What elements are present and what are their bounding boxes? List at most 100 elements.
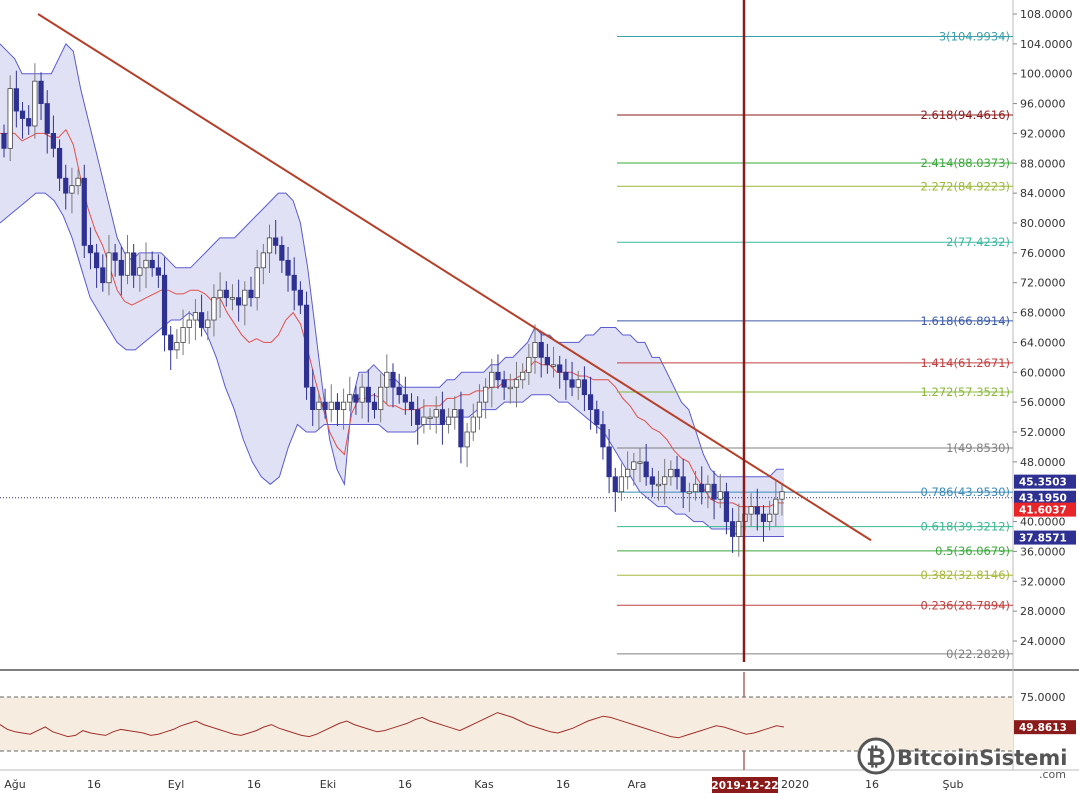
rsi-y-tick-label: 75.0000 (1020, 691, 1066, 704)
candle (581, 379, 588, 396)
candle (211, 297, 217, 321)
candle (421, 416, 427, 425)
y-tick-label: 92.0000 (1020, 127, 1066, 140)
candle (161, 274, 168, 336)
fib-label-0.5: 0.5(36.0679) (935, 544, 1010, 558)
candle (378, 386, 384, 411)
candle (526, 356, 532, 373)
candle (174, 342, 180, 351)
candle (242, 289, 248, 306)
candle (347, 394, 353, 403)
candle (328, 401, 334, 411)
candle (476, 401, 483, 418)
y-tick-label: 60.0000 (1020, 366, 1066, 379)
candle (63, 177, 69, 194)
y-tick-label: 64.0000 (1020, 336, 1066, 349)
candle (303, 304, 310, 388)
candle (353, 394, 359, 403)
candle (557, 364, 563, 373)
candle (643, 461, 649, 478)
candle (674, 468, 680, 478)
x-tick-label: Eki (320, 778, 336, 791)
candle (273, 237, 279, 246)
y-tick-label: 88.0000 (1020, 157, 1066, 170)
candle (155, 267, 161, 276)
candle (124, 252, 131, 276)
y-tick-label: 76.0000 (1020, 247, 1066, 260)
y-tick-label: 104.0000 (1020, 38, 1073, 51)
candle (100, 267, 106, 284)
y-tick-label: 108.0000 (1020, 8, 1073, 21)
candle (19, 110, 26, 119)
candle (439, 409, 446, 425)
candle (44, 103, 50, 134)
rsi-line (0, 712, 785, 739)
candle (408, 401, 415, 411)
bollinger-middle-line (0, 128, 784, 508)
candle (316, 401, 322, 411)
candle (297, 289, 303, 306)
candle (32, 80, 38, 127)
candle (340, 401, 347, 411)
candle (699, 483, 705, 493)
x-tick-label: Ara (628, 778, 647, 791)
y-tick-label: 84.0000 (1020, 187, 1066, 200)
fib-label-3: 3(104.9934) (939, 29, 1010, 43)
price-badge-label: 41.6037 (1019, 505, 1067, 517)
candle (600, 424, 606, 448)
candle (205, 319, 211, 328)
candle (87, 244, 94, 254)
candle (7, 88, 13, 149)
candle (1, 133, 7, 149)
candle (538, 342, 544, 358)
candle (779, 491, 785, 500)
candle (532, 342, 538, 358)
y-tick-label: 68.0000 (1020, 307, 1066, 320)
bollinger-band-fill (0, 43, 784, 537)
candle (371, 401, 378, 411)
y-tick-label: 48.0000 (1020, 456, 1066, 469)
date-badge (712, 777, 778, 793)
fib-label-1: 1(49.8530) (946, 441, 1010, 455)
x-tick-label: Şub (943, 778, 964, 791)
candle (631, 461, 637, 470)
candle (637, 461, 643, 464)
candle (192, 312, 199, 321)
candle (773, 498, 779, 515)
candle (433, 409, 439, 418)
y-tick-label: 96.0000 (1020, 98, 1066, 111)
price-badge (1014, 530, 1076, 545)
candle (513, 379, 520, 388)
y-tick-label: 24.0000 (1020, 635, 1066, 648)
x-tick-label: Kas (474, 778, 494, 791)
y-tick-label: 32.0000 (1020, 575, 1066, 588)
bitcoinsistemi-logo: ₿ (857, 737, 895, 775)
candle (254, 267, 260, 299)
candle (94, 252, 100, 269)
price-badge-label: 37.8571 (1019, 533, 1067, 545)
candle (649, 476, 655, 485)
candle (594, 409, 600, 425)
candle (291, 274, 297, 291)
candle (223, 289, 229, 299)
candle (705, 483, 711, 493)
fib-label-2: 2(77.4232) (946, 235, 1010, 249)
rsi-value-badge-label: 49.8613 (1019, 722, 1067, 734)
candle (285, 259, 291, 276)
candle (754, 506, 760, 515)
fib-label-2.414: 2.414(88.0373) (921, 156, 1010, 170)
x-tick-label: Ağu (4, 778, 25, 791)
price-badge-label: 45.3503 (1019, 477, 1067, 489)
candle (143, 259, 149, 269)
candle (279, 244, 285, 261)
y-tick-label: 52.0000 (1020, 426, 1066, 439)
candle (56, 147, 63, 179)
candle (13, 88, 19, 112)
candle (569, 379, 575, 388)
candle (384, 371, 390, 388)
candle (550, 364, 557, 367)
candle (686, 491, 692, 494)
candle (507, 386, 513, 390)
x-tick-label: 16 (556, 778, 570, 791)
